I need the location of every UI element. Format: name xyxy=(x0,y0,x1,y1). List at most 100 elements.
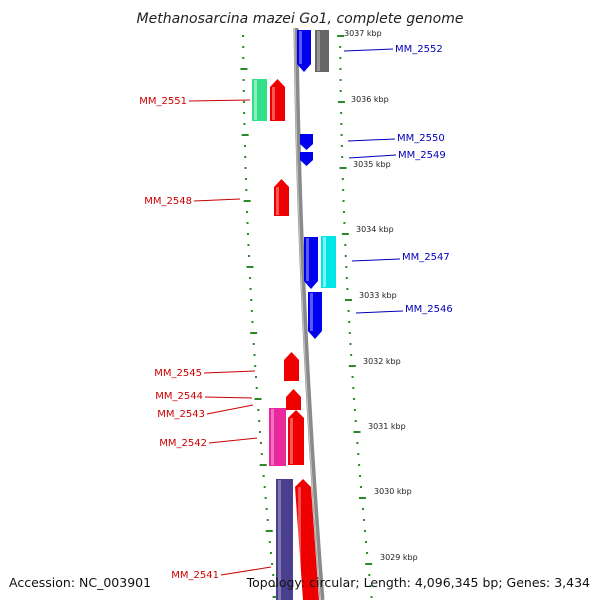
track-tick xyxy=(257,409,260,411)
track-tick xyxy=(339,79,342,81)
track-tick xyxy=(340,123,343,125)
track-tick xyxy=(346,288,349,290)
track-tick xyxy=(358,464,361,466)
track-tick xyxy=(358,497,366,499)
topology-text: Topology: circular; Length: 4,096,345 bp… xyxy=(246,575,590,590)
track-tick xyxy=(240,68,248,70)
genome-backbone-highlight xyxy=(294,27,321,600)
track-tick xyxy=(246,266,254,268)
track-tick xyxy=(365,563,373,565)
gene-arrow-mm-2541[interactable] xyxy=(295,479,319,600)
gene-arrow-mm-2546[interactable] xyxy=(308,292,322,339)
track-tick xyxy=(246,222,249,224)
gene-arrow-mm-2545[interactable] xyxy=(284,352,299,381)
track-tick xyxy=(354,420,357,422)
track-tick xyxy=(345,266,348,268)
track-tick xyxy=(350,354,353,356)
track-tick xyxy=(243,200,251,202)
track-tick xyxy=(265,508,268,510)
track-tick xyxy=(342,200,345,202)
gene-label-mm-2552[interactable]: MM_2552 xyxy=(395,44,443,55)
track-tick xyxy=(254,365,257,367)
track-tick xyxy=(344,299,352,301)
track-tick xyxy=(250,332,258,334)
gene-arrow-mm-2543[interactable] xyxy=(288,410,304,465)
track-tick xyxy=(349,343,352,345)
gene-label-mm-2547[interactable]: MM_2547 xyxy=(402,252,450,263)
track-tick xyxy=(368,574,371,576)
gene-leader-line xyxy=(343,48,394,52)
gene-arrow-mm-2551[interactable] xyxy=(270,79,285,121)
kbp-scale-labels: 3037 kbp 3036 kbp 3035 kbp 3034 kbp 3033 kbp… xyxy=(344,29,418,562)
gene-labels: MM_2552 MM_2551 MM_2550 MM_2549 MM_2548 MM_25… xyxy=(139,44,452,581)
gene-leader-line xyxy=(351,258,401,262)
track-tick xyxy=(242,46,245,48)
gene-leader-line xyxy=(203,370,256,374)
gene-arrow-mm-2552-gray[interactable] xyxy=(315,30,329,72)
gene-label-mm-2546[interactable]: MM_2546 xyxy=(405,304,453,315)
track-tick xyxy=(263,486,266,488)
track-tick xyxy=(246,211,249,213)
kbp-label: 3033 kbp xyxy=(359,291,397,300)
gene-arrow-mm-2549[interactable] xyxy=(300,152,313,166)
gene-label-mm-2551[interactable]: MM_2551 xyxy=(139,96,187,107)
gene-label-mm-2544[interactable]: MM_2544 xyxy=(155,391,203,402)
track-tick xyxy=(249,288,252,290)
gene-arrow-mm-2552[interactable] xyxy=(297,30,311,72)
track-tick xyxy=(339,46,342,48)
track-tick xyxy=(337,35,345,37)
track-tick xyxy=(271,563,274,565)
gene-label-mm-2550[interactable]: MM_2550 xyxy=(397,133,445,144)
track-tick xyxy=(359,475,362,477)
track-tick xyxy=(242,90,245,92)
gene-label-mm-2541[interactable]: MM_2541 xyxy=(171,570,219,581)
track-tick xyxy=(244,178,247,180)
track-tick xyxy=(250,299,253,301)
gene-label-mm-2549[interactable]: MM_2549 xyxy=(398,150,446,161)
gene-arrow-mm-2548[interactable] xyxy=(274,179,289,216)
track-tick xyxy=(247,255,250,257)
gene-arrow-mm-2544[interactable] xyxy=(286,389,301,410)
track-tick xyxy=(268,541,271,543)
track-tick xyxy=(246,233,249,235)
track-tick xyxy=(245,189,248,191)
track-tick xyxy=(254,376,257,378)
track-tick xyxy=(341,178,344,180)
gene-arrow-mm-2547[interactable] xyxy=(304,237,318,289)
gene-leader-line xyxy=(204,396,253,399)
track-tick xyxy=(272,574,275,576)
gene-arrow-mm-2542[interactable] xyxy=(269,408,286,466)
track-tick xyxy=(343,222,346,224)
genome-backbone xyxy=(293,27,325,600)
track-tick xyxy=(342,189,345,191)
gene-arrow-mm-2551-green[interactable] xyxy=(252,79,267,121)
track-tick xyxy=(259,431,262,433)
track-tick xyxy=(243,123,246,125)
gene-label-mm-2548[interactable]: MM_2548 xyxy=(144,196,192,207)
kbp-label: 3035 kbp xyxy=(353,160,391,169)
track-tick xyxy=(348,321,351,323)
gene-label-mm-2542[interactable]: MM_2542 xyxy=(159,438,207,449)
gene-arrow-mm-2541-purple[interactable] xyxy=(276,479,293,600)
track-tick xyxy=(242,35,245,37)
gene-label-mm-2545[interactable]: MM_2545 xyxy=(154,368,202,379)
track-tick xyxy=(339,167,347,169)
kbp-label: 3032 kbp xyxy=(363,357,401,366)
track-tick xyxy=(242,57,245,59)
track-tick xyxy=(348,365,356,367)
track-tick xyxy=(249,277,252,279)
track-tick xyxy=(345,277,348,279)
track-tick xyxy=(339,57,342,59)
gene-leader-line xyxy=(208,437,258,444)
gene-arrow-mm-2550[interactable] xyxy=(300,134,313,150)
track-tick xyxy=(273,585,276,587)
track-tick xyxy=(258,420,261,422)
track-tick xyxy=(341,233,349,235)
gene-arrow-mm-2547-cyan[interactable] xyxy=(321,236,336,288)
genome-title: Methanosarcina mazei Go1, complete genom… xyxy=(137,11,464,27)
track-tick xyxy=(366,552,369,554)
gene-label-mm-2543[interactable]: MM_2543 xyxy=(157,409,205,420)
track-tick xyxy=(340,112,343,114)
track-tick xyxy=(259,442,262,444)
